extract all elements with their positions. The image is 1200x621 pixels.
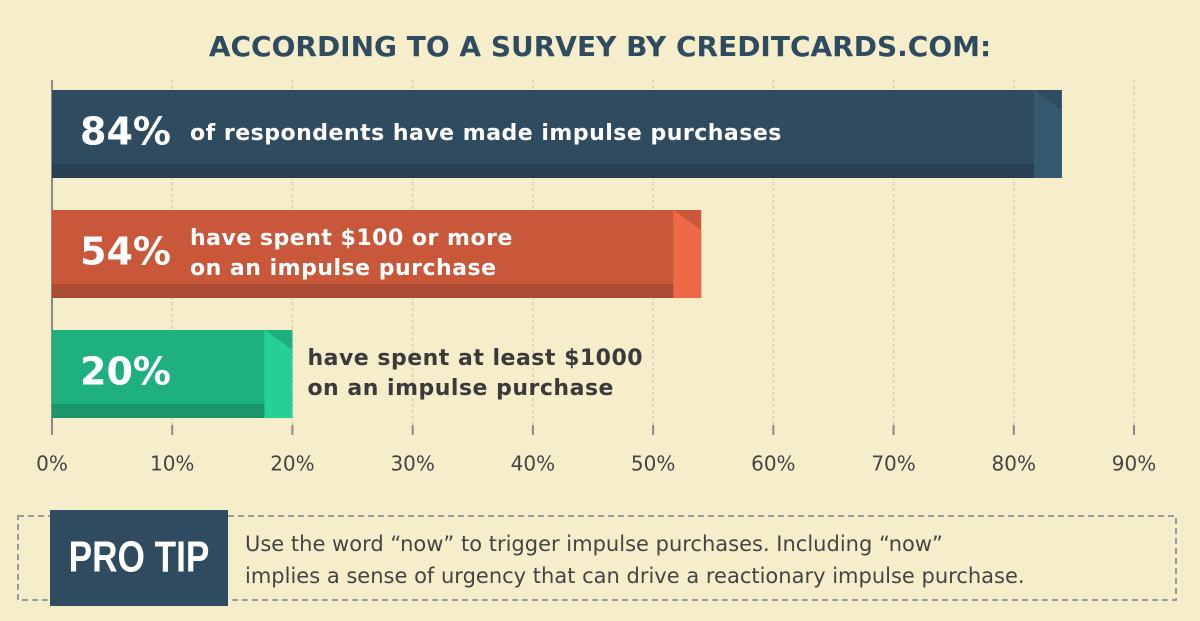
pro-tip-text: implies a sense of urgency that can driv…: [245, 564, 1025, 588]
value-label: 20%: [80, 350, 171, 394]
bar: [52, 90, 1062, 178]
bar-description: have spent $100 or more: [190, 226, 513, 251]
bar-description: have spent at least $1000: [307, 346, 643, 371]
x-tick-label: 40%: [511, 452, 555, 476]
pro-tip-label: PRO TIP: [69, 533, 210, 582]
x-tick-label: 90%: [1112, 452, 1156, 476]
x-tick-label: 50%: [631, 452, 675, 476]
value-label: 54%: [80, 230, 171, 274]
value-label: 84%: [80, 110, 171, 154]
bar-bottom: [52, 164, 1034, 178]
x-tick-label: 60%: [751, 452, 795, 476]
pro-tip: PRO TIP Use the word “now” to trigger im…: [17, 510, 1177, 606]
x-tick-label: 10%: [150, 452, 194, 476]
bar-description: on an impulse purchase: [190, 256, 497, 281]
bar-side: [264, 330, 293, 418]
x-tick-label: 30%: [390, 452, 434, 476]
chart-title: ACCORDING TO A SURVEY BY CREDITCARDS.COM…: [209, 30, 991, 63]
bar-side: [673, 210, 702, 298]
x-tick-label: 70%: [871, 452, 915, 476]
bar: [52, 210, 702, 298]
bar-bottom: [52, 284, 674, 298]
bar-description: of respondents have made impulse purchas…: [190, 121, 782, 146]
bar: [52, 330, 293, 418]
bar-description: on an impulse purchase: [307, 376, 614, 401]
bar-bottom: [52, 404, 265, 418]
bar-side: [1033, 90, 1062, 178]
x-tick-label: 80%: [992, 452, 1036, 476]
pro-tip-tab: [50, 510, 228, 606]
x-tick-label: 0%: [36, 452, 68, 476]
x-tick-label: 20%: [270, 452, 314, 476]
pro-tip-text: Use the word “now” to trigger impulse pu…: [245, 532, 943, 556]
